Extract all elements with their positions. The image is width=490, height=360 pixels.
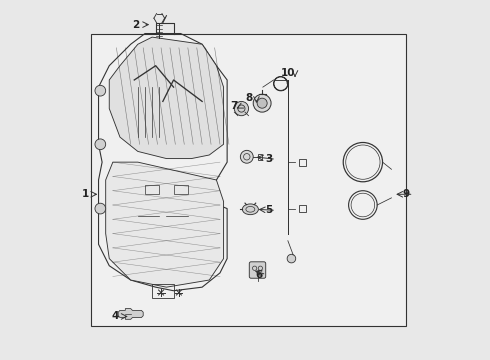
- Polygon shape: [118, 309, 143, 319]
- Bar: [258, 154, 262, 159]
- Text: 9: 9: [403, 189, 410, 199]
- Circle shape: [95, 139, 106, 150]
- Bar: [173, 185, 188, 194]
- Text: 7: 7: [230, 102, 237, 111]
- Text: 3: 3: [265, 154, 272, 164]
- Circle shape: [253, 94, 271, 112]
- Text: 4: 4: [112, 311, 119, 321]
- Circle shape: [234, 102, 248, 116]
- Text: 10: 10: [281, 68, 295, 78]
- Circle shape: [95, 85, 106, 96]
- Circle shape: [287, 254, 296, 263]
- FancyBboxPatch shape: [249, 262, 266, 278]
- Text: 5: 5: [265, 205, 272, 215]
- Text: 2: 2: [132, 19, 140, 30]
- Circle shape: [95, 203, 106, 214]
- Text: 8: 8: [245, 93, 253, 103]
- Circle shape: [257, 98, 267, 108]
- Bar: [145, 185, 159, 194]
- Polygon shape: [109, 37, 223, 158]
- Circle shape: [241, 150, 253, 163]
- Bar: [298, 158, 306, 166]
- FancyBboxPatch shape: [92, 33, 406, 327]
- Text: 6: 6: [256, 270, 263, 280]
- Ellipse shape: [243, 204, 258, 215]
- Bar: [152, 284, 173, 298]
- Polygon shape: [106, 162, 223, 287]
- Text: 1: 1: [81, 189, 89, 199]
- Bar: [298, 205, 306, 212]
